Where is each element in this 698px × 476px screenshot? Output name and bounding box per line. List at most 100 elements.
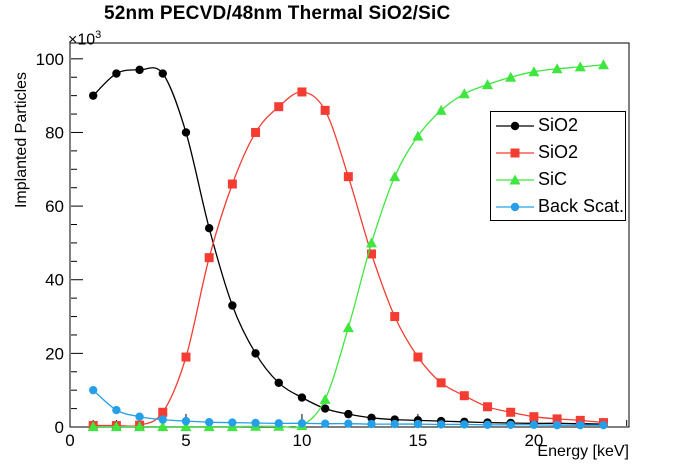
data-marker-circle	[506, 420, 515, 429]
data-marker-circle	[413, 419, 423, 429]
legend-marker-glyph	[496, 148, 534, 157]
data-marker-circle	[367, 413, 376, 422]
data-marker-circle	[181, 416, 191, 426]
data-marker-square	[506, 407, 516, 417]
legend-marker-glyph	[496, 202, 534, 211]
chart-title: 52nm PECVD/48nm Thermal SiO2/SiC	[104, 3, 451, 24]
data-marker-circle	[158, 415, 167, 424]
legend-entry-back-scatter: Back Scat.	[491, 193, 625, 220]
data-marker-triangle	[366, 237, 378, 248]
data-marker-square	[510, 148, 520, 157]
x-tick-label: 20	[524, 431, 543, 450]
data-marker-circle	[251, 349, 260, 358]
data-marker-square	[227, 179, 237, 189]
data-marker-triangle	[435, 104, 447, 115]
data-marker-circle	[460, 420, 469, 429]
data-marker-circle	[204, 418, 214, 427]
data-marker-triangle	[597, 59, 609, 70]
data-marker-triangle	[180, 421, 192, 432]
data-marker-square	[529, 412, 539, 422]
data-marker-circle	[320, 404, 330, 413]
data-marker-triangle	[389, 171, 401, 182]
data-marker-circle	[320, 419, 330, 428]
y-axis-scale-label: ×103	[68, 29, 101, 49]
data-marker-triangle	[110, 421, 122, 432]
plot-frame	[69, 42, 630, 428]
legend-label: SiO2	[538, 142, 579, 162]
data-marker-triangle	[482, 79, 494, 90]
y-tick-label: 20	[45, 344, 64, 363]
y-scale-exponent: 3	[95, 29, 102, 41]
data-marker-triangle	[509, 174, 521, 184]
legend-marker-glyph	[496, 121, 534, 130]
y-scale-base: ×10	[68, 31, 96, 49]
x-tick-label: 0	[65, 431, 74, 450]
data-marker-square	[251, 127, 261, 137]
series-back-scatter	[88, 385, 608, 430]
data-marker-circle	[274, 378, 283, 388]
data-marker-square	[204, 253, 214, 263]
data-marker-circle	[483, 420, 492, 429]
data-marker-triangle	[551, 63, 563, 74]
data-marker-triangle	[458, 88, 470, 99]
data-marker-square	[297, 87, 307, 97]
data-marker-circle	[251, 418, 260, 428]
data-marker-square	[367, 249, 377, 259]
data-marker-square	[413, 352, 423, 362]
legend-marker-glyph	[496, 174, 534, 184]
data-marker-triangle	[87, 421, 99, 432]
legend-label: Back Scat.	[538, 196, 625, 216]
data-marker-circle	[228, 301, 237, 310]
data-marker-triangle	[319, 393, 331, 404]
data-marker-square	[459, 391, 469, 401]
data-marker-square	[274, 102, 284, 112]
data-marker-triangle	[505, 71, 517, 82]
data-marker-triangle	[342, 322, 354, 333]
data-marker-circle	[158, 69, 167, 78]
legend-label: SiO2	[538, 115, 579, 135]
data-marker-triangle	[412, 130, 424, 141]
data-marker-circle	[135, 412, 144, 421]
legend-entry-sio2-pecvd: SiO2	[491, 112, 625, 139]
data-marker-triangle	[134, 421, 146, 432]
data-marker-circle	[436, 420, 446, 429]
data-marker-circle	[529, 420, 539, 429]
data-marker-circle	[599, 420, 608, 430]
data-marker-circle	[204, 223, 214, 233]
x-tick-label: 15	[408, 431, 427, 450]
data-marker-circle	[88, 91, 98, 100]
y-tick-label: 0	[55, 418, 64, 437]
data-marker-circle	[510, 121, 520, 130]
data-marker-circle	[88, 385, 98, 395]
data-marker-square	[181, 352, 191, 362]
legend-marker-square-icon	[496, 145, 534, 161]
y-tick-label: 80	[45, 123, 64, 142]
data-marker-square	[552, 414, 562, 424]
data-marker-circle	[112, 405, 121, 415]
y-tick-label: 100	[36, 50, 64, 69]
legend-entry-sio2-thermal: SiO2	[491, 139, 625, 166]
data-marker-triangle	[574, 61, 586, 72]
x-axis-title: Energy [keV]	[537, 443, 629, 460]
data-marker-square	[390, 312, 400, 322]
y-tick-label: 60	[45, 197, 64, 216]
data-marker-circle	[135, 65, 144, 75]
legend-box: SiO2 SiO2 SiC Back Scat.	[490, 111, 626, 221]
legend-marker-triangle-icon	[496, 172, 534, 188]
data-marker-square	[320, 105, 330, 115]
x-tick-label: 10	[292, 431, 311, 450]
data-marker-circle	[297, 419, 307, 428]
data-marker-square	[483, 402, 493, 412]
x-tick-label: 5	[181, 431, 190, 450]
data-marker-circle	[297, 393, 307, 402]
data-marker-circle	[228, 418, 237, 427]
data-marker-square	[575, 415, 585, 425]
data-marker-circle	[344, 419, 353, 428]
data-marker-circle	[112, 69, 121, 78]
data-marker-circle	[274, 419, 283, 428]
legend-marker-circle-icon	[496, 118, 534, 134]
data-marker-circle	[367, 419, 376, 429]
y-tick-label: 40	[45, 271, 64, 290]
